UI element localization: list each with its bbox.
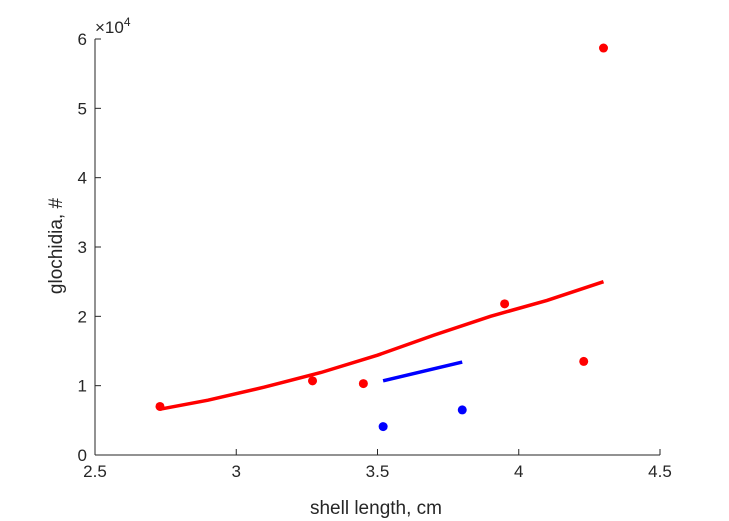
- x-tick-label: 3.5: [366, 462, 390, 481]
- y-tick-label: 6: [78, 30, 87, 49]
- tick-labels: 2.5 3 3.5 4 4.5 0 1 2 3 4 5 6: [78, 30, 672, 481]
- y-tick-label: 0: [78, 446, 87, 465]
- data-point: [500, 299, 510, 309]
- data-point: [579, 356, 589, 366]
- y-axis-label: glochidia, #: [46, 198, 67, 295]
- axes: [94, 38, 661, 456]
- fit-line: [159, 280, 605, 411]
- y-tick-label: 1: [78, 377, 87, 396]
- x-tick-label: 4: [514, 462, 523, 481]
- data-point: [457, 405, 467, 415]
- y-tick-label: 5: [78, 99, 87, 118]
- y-tick-label: 4: [78, 169, 87, 188]
- x-tick-label: 2.5: [83, 462, 107, 481]
- data-point: [378, 422, 388, 432]
- x-tick-label: 4.5: [648, 462, 672, 481]
- data-point: [358, 379, 368, 389]
- fit-line: [382, 360, 463, 383]
- y-tick-label: 2: [78, 307, 87, 326]
- y-tick-label: 3: [78, 238, 87, 257]
- y-multiplier: ×104: [95, 15, 131, 37]
- data-point: [308, 376, 318, 386]
- plot-area: [155, 43, 608, 432]
- x-axis-label: shell length, cm: [310, 498, 442, 519]
- data-point: [599, 43, 608, 53]
- x-tick-label: 3: [232, 462, 241, 481]
